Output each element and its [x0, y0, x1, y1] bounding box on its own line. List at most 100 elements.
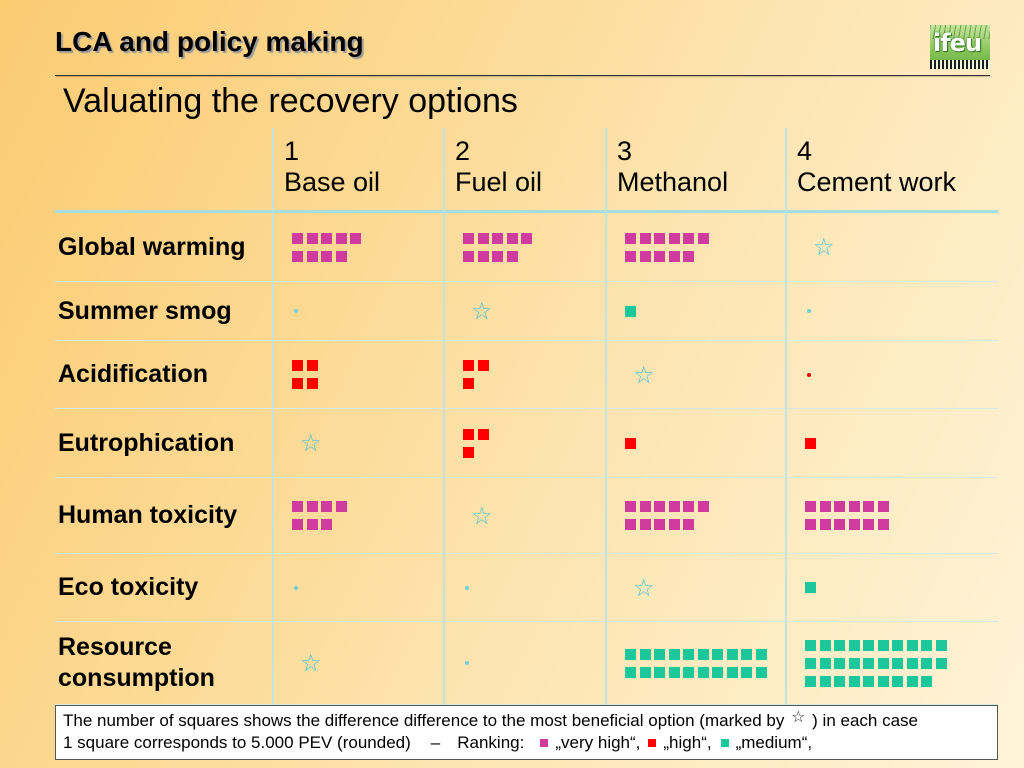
star-icon: ☆ — [471, 297, 493, 325]
square-row — [625, 501, 709, 512]
rank-square — [805, 657, 816, 669]
rank-square — [463, 428, 474, 440]
rank-square — [639, 250, 651, 262]
rank-square — [350, 232, 361, 244]
rank-square — [477, 428, 489, 440]
square-group — [292, 232, 361, 262]
dot-icon — [465, 585, 469, 590]
rank-square — [834, 519, 845, 530]
rank-square — [477, 360, 489, 371]
rank-square — [654, 519, 665, 530]
rank-square — [683, 519, 694, 530]
square-row — [625, 232, 709, 244]
table-cell — [785, 341, 998, 409]
rank-square — [668, 501, 680, 512]
dot-icon — [807, 372, 811, 377]
square-row — [625, 437, 636, 449]
rank-square — [625, 437, 636, 449]
square-row — [625, 648, 767, 660]
table-cell — [785, 622, 998, 705]
rank-square — [892, 639, 903, 651]
column-number: 4 — [797, 136, 813, 166]
square-row — [463, 378, 489, 389]
square-row — [292, 519, 347, 530]
rank-square — [935, 639, 947, 651]
rank-square — [625, 305, 636, 317]
rank-square — [668, 250, 680, 262]
square-row — [292, 232, 361, 244]
square-group — [463, 232, 532, 262]
legend-swatch — [540, 739, 549, 747]
square-group — [805, 639, 947, 687]
rank-square — [755, 648, 767, 660]
rank-square — [492, 232, 503, 244]
rank-square — [805, 639, 816, 651]
rank-square — [834, 657, 845, 669]
rank-square — [819, 657, 831, 669]
rank-square — [654, 232, 665, 244]
legend-explanation-text: The number of squares shows the differen… — [63, 711, 785, 730]
square-row — [805, 639, 947, 651]
rank-square — [906, 657, 918, 669]
table-cell — [785, 554, 998, 622]
slide-subtitle: Valuating the recovery options — [63, 82, 518, 120]
square-row — [805, 582, 816, 593]
table-cell: ☆ — [605, 341, 785, 409]
square-group — [625, 648, 767, 678]
rank-square — [863, 675, 874, 687]
star-icon: ☆ — [633, 573, 655, 602]
column-name: Fuel oil — [455, 167, 543, 197]
square-group — [292, 360, 318, 389]
rank-square — [921, 657, 932, 669]
table-cell: ☆ — [785, 213, 998, 282]
rank-square — [306, 250, 318, 262]
square-group — [805, 501, 889, 530]
legend-box: The number of squares shows the differen… — [55, 705, 998, 760]
rank-square — [877, 501, 889, 512]
star-icon: ☆ — [791, 707, 806, 726]
rank-square — [321, 232, 332, 244]
legend-unit-text: 1 square corresponds to 5.000 PEV (round… — [63, 733, 411, 752]
rank-square — [819, 675, 831, 687]
table-cell — [785, 478, 998, 554]
square-row — [292, 378, 318, 389]
rank-square — [683, 666, 694, 678]
column-header: 3 Methanol — [605, 128, 785, 213]
rank-square — [639, 232, 651, 244]
column-header: 4 Cement work — [785, 128, 998, 213]
rank-square — [697, 501, 709, 512]
rank-square — [625, 250, 636, 262]
rank-square — [506, 250, 518, 262]
rank-square — [741, 666, 752, 678]
row-label: Summer smog — [55, 282, 272, 341]
table-cell — [272, 282, 443, 341]
rank-square — [892, 675, 903, 687]
column-header: 1 Base oil — [272, 128, 443, 213]
legend-item-label: „medium“, — [735, 733, 813, 752]
dot-icon — [294, 585, 298, 590]
rank-square — [863, 657, 874, 669]
table-cell — [443, 409, 605, 478]
star-icon: ☆ — [471, 501, 493, 530]
legend-explanation-end: ) in each case — [812, 711, 918, 730]
rank-square — [683, 232, 694, 244]
rank-square — [863, 501, 874, 512]
square-row — [463, 428, 489, 440]
rank-square — [921, 639, 932, 651]
rank-square — [321, 250, 332, 262]
square-row — [805, 501, 889, 512]
table-cell: ☆ — [443, 478, 605, 554]
rank-square — [639, 519, 651, 530]
table-cell — [605, 213, 785, 282]
rank-square — [292, 501, 303, 512]
square-row — [625, 519, 709, 530]
table-cell — [272, 478, 443, 554]
rank-square — [668, 519, 680, 530]
square-row — [292, 250, 361, 262]
legend-item-medium: „medium“, — [720, 732, 813, 754]
square-group — [625, 501, 709, 530]
table-cell: ☆ — [605, 554, 785, 622]
rank-square — [463, 232, 474, 244]
rank-square — [805, 501, 816, 512]
table-cell — [443, 554, 605, 622]
